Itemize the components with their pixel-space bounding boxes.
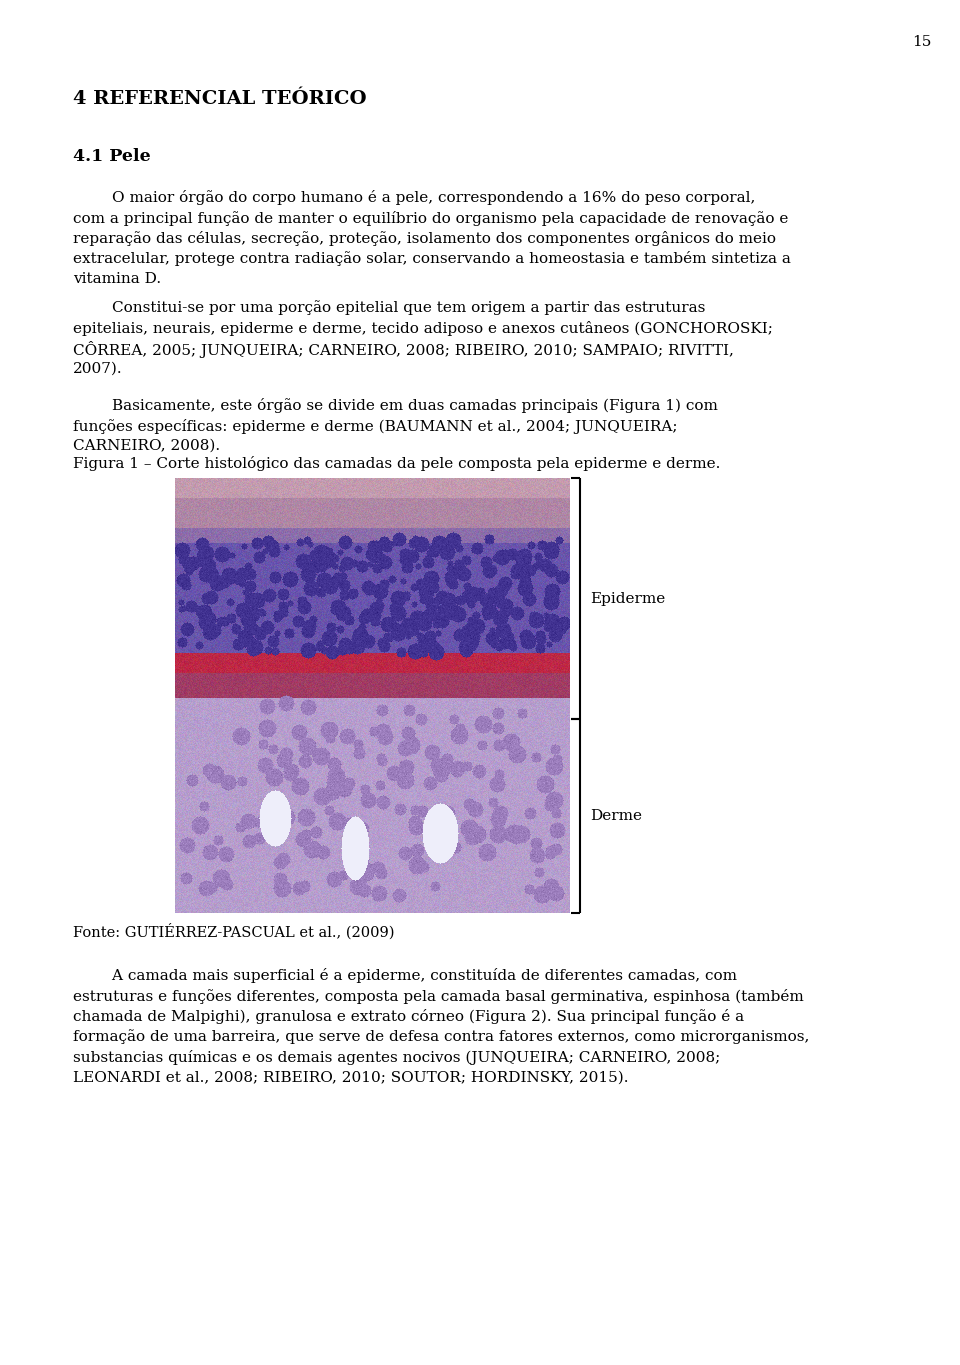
Text: funções específicas: epiderme e derme (BAUMANN et al., 2004; JUNQUEIRA;: funções específicas: epiderme e derme (B… [73, 419, 678, 434]
Text: vitamina D.: vitamina D. [73, 272, 161, 287]
Text: 2007).: 2007). [73, 362, 123, 375]
Text: chamada de Malpighi), granulosa e extrato córneo (Figura 2). Sua principal funçã: chamada de Malpighi), granulosa e extrat… [73, 1009, 744, 1024]
Text: estruturas e funções diferentes, composta pela camada basal germinativa, espinho: estruturas e funções diferentes, compost… [73, 988, 804, 1003]
Text: extracelular, protege contra radiação solar, conservando a homeostasia e também : extracelular, protege contra radiação so… [73, 251, 791, 266]
Text: 4.1 Pele: 4.1 Pele [73, 147, 151, 165]
Text: Fonte: GUTIÉRREZ-PASCUAL et al., (2009): Fonte: GUTIÉRREZ-PASCUAL et al., (2009) [73, 923, 395, 939]
Text: Epiderme: Epiderme [590, 591, 665, 606]
Text: Figura 1 – Corte histológico das camadas da pele composta pela epiderme e derme.: Figura 1 – Corte histológico das camadas… [73, 456, 720, 471]
Text: CARNEIRO, 2008).: CARNEIRO, 2008). [73, 440, 220, 453]
Text: Derme: Derme [590, 809, 642, 823]
Text: substancias químicas e os demais agentes nocivos (JUNQUEIRA; CARNEIRO, 2008;: substancias químicas e os demais agentes… [73, 1050, 720, 1065]
Text: CÔRREA, 2005; JUNQUEIRA; CARNEIRO, 2008; RIBEIRO, 2010; SAMPAIO; RIVITTI,: CÔRREA, 2005; JUNQUEIRA; CARNEIRO, 2008;… [73, 341, 733, 358]
Text: O maior órgão do corpo humano é a pele, correspondendo a 16% do peso corporal,: O maior órgão do corpo humano é a pele, … [73, 190, 756, 205]
Text: LEONARDI et al., 2008; RIBEIRO, 2010; SOUTOR; HORDINSKY, 2015).: LEONARDI et al., 2008; RIBEIRO, 2010; SO… [73, 1070, 629, 1085]
Text: Basicamente, este órgão se divide em duas camadas principais (Figura 1) com: Basicamente, este órgão se divide em dua… [73, 399, 718, 414]
Text: 15: 15 [912, 35, 931, 49]
Text: reparação das células, secreção, proteção, isolamento dos componentes orgânicos : reparação das células, secreção, proteçã… [73, 231, 776, 246]
Text: com a principal função de manter o equilíbrio do organismo pela capacidade de re: com a principal função de manter o equil… [73, 210, 788, 225]
Text: epiteliais, neurais, epiderme e derme, tecido adiposo e anexos cutâneos (GONCHOR: epiteliais, neurais, epiderme e derme, t… [73, 321, 773, 336]
Text: Constitui-se por uma porção epitelial que tem origem a partir das estruturas: Constitui-se por uma porção epitelial qu… [73, 300, 706, 315]
Text: 4 REFERENCIAL TEÓRICO: 4 REFERENCIAL TEÓRICO [73, 90, 367, 108]
Text: A camada mais superficial é a epiderme, constituída de diferentes camadas, com: A camada mais superficial é a epiderme, … [73, 968, 737, 983]
Text: formação de uma barreira, que serve de defesa contra fatores externos, como micr: formação de uma barreira, que serve de d… [73, 1029, 809, 1044]
